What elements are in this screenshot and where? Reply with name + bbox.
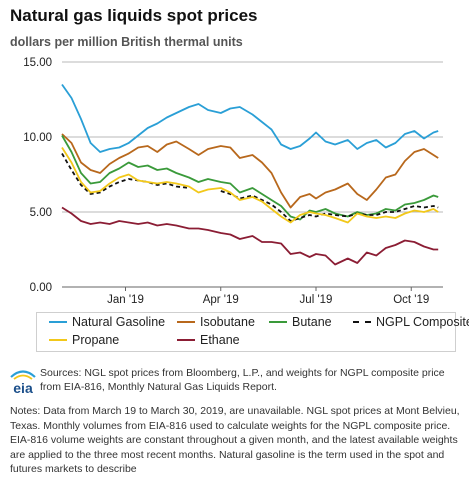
legend-label: Isobutane — [200, 315, 255, 329]
x-tick-label: Jul '19 — [300, 294, 333, 306]
legend-swatch — [353, 321, 371, 323]
series-line-butane — [61, 135, 439, 221]
chart-subtitle: dollars per million British thermal unit… — [10, 35, 243, 49]
y-tick-label: 0.00 — [30, 282, 52, 294]
legend-swatch — [49, 321, 67, 323]
legend-item-natural-gasoline: Natural Gasoline — [49, 315, 165, 329]
chart-title: Natural gas liquids spot prices — [10, 6, 258, 25]
legend-swatch — [177, 321, 195, 323]
chart-legend: Natural Gasoline Isobutane Butane NGPL Comp… — [36, 312, 469, 352]
legend-item-isobutane: Isobutane — [177, 315, 255, 329]
eia-logo: eia — [10, 370, 36, 396]
legend-label: Ethane — [200, 333, 240, 347]
y-tick-label: 10.00 — [23, 132, 52, 144]
x-tick-label: Oct '19 — [393, 294, 429, 306]
legend-label: Natural Gasoline — [72, 315, 166, 329]
x-tick-label: Jan '19 — [107, 294, 144, 306]
legend-swatch — [49, 339, 67, 341]
chart-plot: 0.00 5.00 10.00 15.00 Jan '19 Apr '19 Jul '19 O… — [23, 57, 443, 306]
series-line-ethane — [61, 206, 439, 266]
legend-item-butane: Butane — [269, 315, 332, 329]
legend-label: Butane — [292, 315, 332, 329]
y-tick-label: 15.00 — [23, 57, 52, 69]
x-tick-label: Apr '19 — [203, 294, 239, 306]
legend-item-ethane: Ethane — [177, 333, 240, 347]
series-line-ngpl — [61, 153, 439, 222]
legend-item-ngpl: NGPL Composite — [353, 315, 469, 329]
legend-item-propane: Propane — [49, 333, 119, 347]
legend-swatch — [269, 321, 287, 323]
series-line-propane — [61, 147, 439, 224]
legend-swatch — [177, 339, 195, 341]
sources-text: Sources: NGL spot prices from Bloomberg,… — [40, 367, 445, 393]
series-line-natural-gasoline — [61, 83, 439, 153]
y-tick-label: 5.00 — [30, 207, 52, 219]
legend-label: Propane — [72, 333, 120, 347]
legend-label: NGPL Composite — [376, 315, 469, 329]
series-line-isobutane — [61, 133, 439, 209]
eia-logo-text: eia — [13, 380, 33, 396]
notes-text: Notes: Data from March 19 to March 30, 2… — [10, 405, 460, 475]
